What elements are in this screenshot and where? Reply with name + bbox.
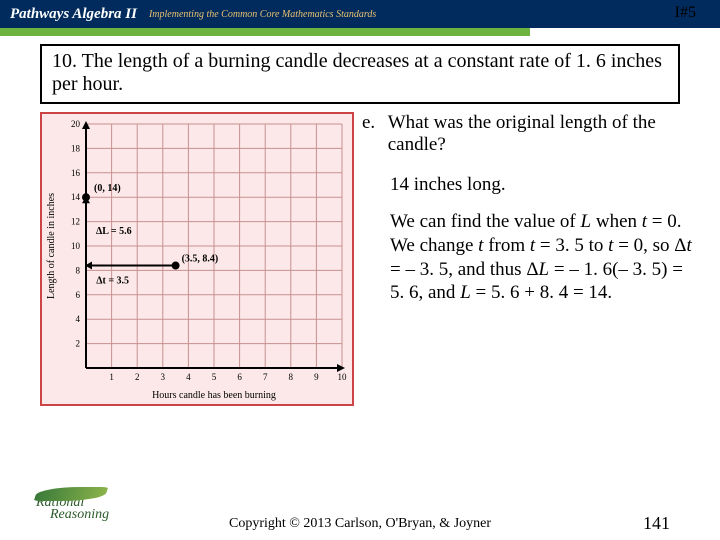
answer-text: 14 inches long. xyxy=(390,174,692,196)
footer-copyright: Copyright © 2013 Carlson, O'Bryan, & Joy… xyxy=(0,516,720,532)
svg-text:12: 12 xyxy=(71,217,80,227)
svg-text:10: 10 xyxy=(71,241,81,251)
svg-text:14: 14 xyxy=(71,192,81,202)
content-row: 123456789102468101214161820Hours candle … xyxy=(40,112,720,406)
svg-text:ΔL = 5.6: ΔL = 5.6 xyxy=(96,226,132,237)
svg-text:16: 16 xyxy=(71,168,81,178)
svg-text:6: 6 xyxy=(76,290,81,300)
svg-text:2: 2 xyxy=(135,372,140,382)
svg-text:Length of candle in inches: Length of candle in inches xyxy=(46,193,57,299)
svg-text:2: 2 xyxy=(76,339,81,349)
header-subtitle: Implementing the Common Core Mathematics… xyxy=(149,9,376,20)
header-bar: Pathways Algebra II Implementing the Com… xyxy=(0,0,720,28)
header-title: Pathways Algebra II xyxy=(10,6,137,23)
question-text: What was the original length of the cand… xyxy=(388,112,692,156)
page-code: I#5 xyxy=(675,4,696,22)
problem-number: 10. xyxy=(52,50,77,72)
svg-text:9: 9 xyxy=(314,372,319,382)
question-letter: e. xyxy=(362,112,388,156)
svg-text:1: 1 xyxy=(109,372,114,382)
problem-text: The length of a burning candle decreases… xyxy=(52,50,662,95)
svg-text:8: 8 xyxy=(76,265,81,275)
explanation-text: We can find the value of L when t = 0. W… xyxy=(390,210,692,305)
svg-text:20: 20 xyxy=(71,119,81,129)
svg-text:Hours candle has been burning: Hours candle has been burning xyxy=(152,390,276,401)
svg-text:5: 5 xyxy=(212,372,217,382)
svg-text:4: 4 xyxy=(76,314,81,324)
svg-text:Δt = 3.5: Δt = 3.5 xyxy=(96,276,129,287)
text-column: e. What was the original length of the c… xyxy=(362,112,692,406)
problem-statement: 10. The length of a burning candle decre… xyxy=(40,44,680,104)
svg-text:7: 7 xyxy=(263,372,268,382)
svg-text:(3.5, 8.4): (3.5, 8.4) xyxy=(182,254,219,265)
logo-swoosh-icon xyxy=(34,487,109,501)
svg-text:6: 6 xyxy=(237,372,242,382)
svg-text:8: 8 xyxy=(289,372,294,382)
graph: 123456789102468101214161820Hours candle … xyxy=(40,112,354,406)
accent-bar xyxy=(0,28,530,36)
svg-text:18: 18 xyxy=(71,143,81,153)
svg-text:3: 3 xyxy=(161,372,166,382)
svg-text:(0, 14): (0, 14) xyxy=(94,183,121,194)
svg-text:4: 4 xyxy=(186,372,191,382)
svg-text:10: 10 xyxy=(338,372,348,382)
page-number: 141 xyxy=(643,513,670,534)
